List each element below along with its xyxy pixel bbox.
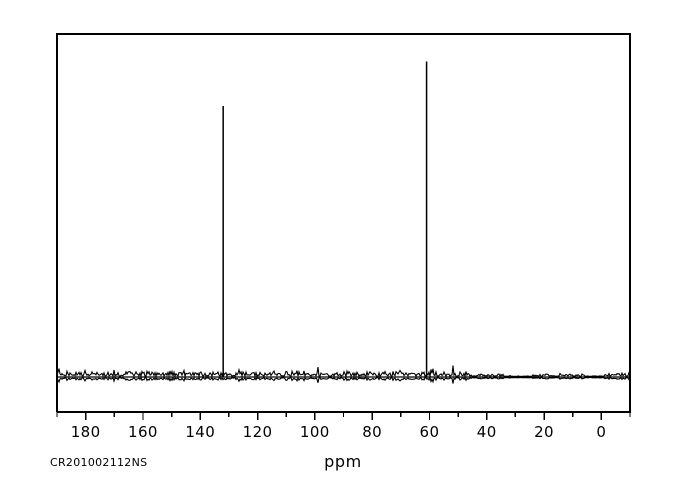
x-tick-label: 100 xyxy=(300,423,330,441)
x-tick-label: 160 xyxy=(128,423,158,441)
x-tick-label: 60 xyxy=(420,423,440,441)
x-tick-label: 0 xyxy=(596,423,606,441)
x-tick-label: 80 xyxy=(362,423,382,441)
x-tick-label: 20 xyxy=(534,423,554,441)
peak-lines xyxy=(222,61,428,377)
x-tick-label: 180 xyxy=(71,423,101,441)
x-tick-label: 140 xyxy=(185,423,215,441)
x-tick-label: 40 xyxy=(477,423,497,441)
spectrum-trace xyxy=(56,365,631,384)
x-axis-ticks xyxy=(56,412,631,420)
sample-id-label: CR201002112NS xyxy=(50,456,147,469)
x-axis-tick-labels: 180 160 140 120 100 80 60 40 20 0 xyxy=(71,423,606,441)
x-axis-title: ppm xyxy=(324,452,362,471)
plot-frame xyxy=(56,33,631,413)
x-tick-label: 120 xyxy=(243,423,273,441)
